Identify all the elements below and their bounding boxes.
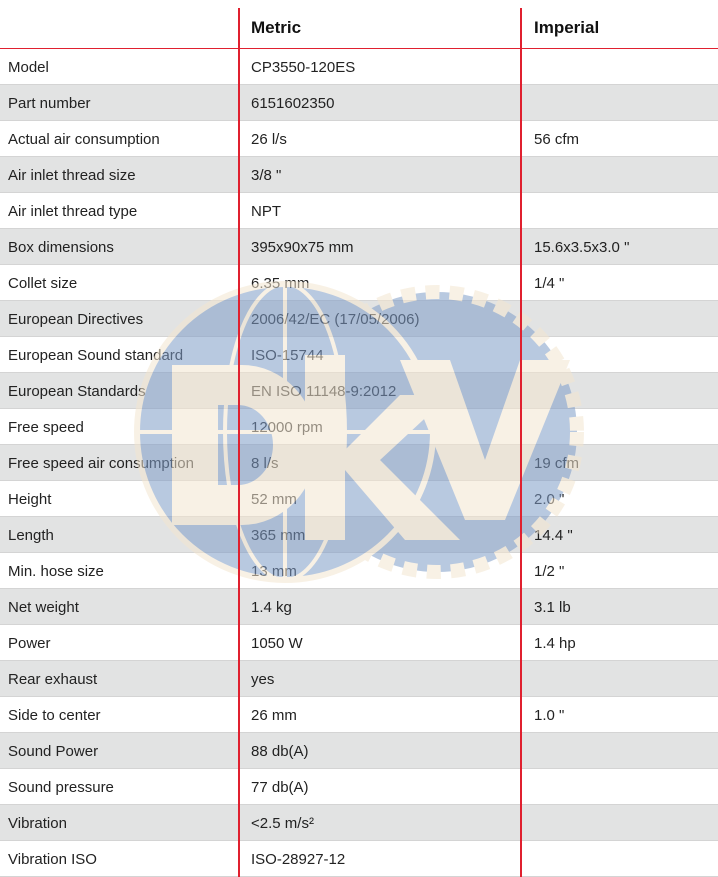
imperial-value: 2.0 " — [534, 491, 565, 508]
metric-value: 88 db(A) — [251, 743, 309, 760]
row-label: Net weight — [8, 599, 79, 616]
metric-value: 2006/42/EC (17/05/2006) — [251, 311, 420, 328]
spec-table: Model CP3550-120ES Part number 6151602350 Ac… — [0, 49, 718, 877]
header-metric: Metric — [251, 18, 302, 37]
table-row: Air inlet thread type NPT — [0, 193, 718, 229]
table-row: European Directives 2006/42/EC (17/05/200… — [0, 301, 718, 337]
metric-value: 77 db(A) — [251, 779, 309, 796]
metric-value: ISO-28927-12 — [251, 851, 346, 868]
row-label: Actual air consumption — [8, 131, 160, 148]
metric-value: 6.35 mm — [251, 275, 310, 292]
table-row: Free speed 12000 rpm — [0, 409, 718, 445]
row-label: Box dimensions — [8, 239, 114, 256]
table-row: Min. hose size 13 mm 1/2 " — [0, 553, 718, 589]
row-label: Power — [8, 635, 51, 652]
metric-value: 6151602350 — [251, 95, 335, 112]
metric-value: EN ISO 11148-9:2012 — [251, 383, 397, 400]
metric-value: 8 l/s — [251, 455, 279, 472]
metric-value: <2.5 m/s² — [251, 815, 314, 832]
table-row: Actual air consumption 26 l/s 56 cfm — [0, 121, 718, 157]
table-row: Side to center 26 mm 1.0 " — [0, 697, 718, 733]
metric-value: 365 mm — [251, 527, 306, 544]
imperial-value: 19 cfm — [534, 455, 580, 472]
metric-value: 12000 rpm — [251, 419, 323, 436]
row-label: Air inlet thread type — [8, 203, 138, 220]
metric-value: 26 mm — [251, 707, 297, 724]
table-row: European Sound standard ISO-15744 — [0, 337, 718, 373]
metric-value: 13 mm — [251, 563, 297, 580]
metric-value: 1.4 kg — [251, 599, 292, 616]
imperial-value: 1/4 " — [534, 275, 565, 292]
column-divider — [520, 8, 522, 877]
metric-value: 1050 W — [251, 635, 303, 652]
metric-value: yes — [251, 671, 275, 688]
row-label: Vibration ISO — [8, 851, 97, 868]
table-row: Air inlet thread size 3/8 " — [0, 157, 718, 193]
row-label: European Directives — [8, 311, 144, 328]
metric-value: ISO-15744 — [251, 347, 324, 364]
row-label: Free speed — [8, 419, 84, 436]
table-row: Collet size 6.35 mm 1/4 " — [0, 265, 718, 301]
imperial-value: 1.0 " — [534, 707, 565, 724]
imperial-value: 3.1 lb — [534, 599, 571, 616]
table-row: Box dimensions 395x90x75 mm 15.6x3.5x3.0 " — [0, 229, 718, 265]
row-label: Free speed air consumption — [8, 455, 194, 472]
table-row: Power 1050 W 1.4 hp — [0, 625, 718, 661]
table-row: Vibration ISO ISO-28927-12 — [0, 841, 718, 877]
metric-value: 26 l/s — [251, 131, 287, 148]
row-label: Length — [8, 527, 54, 544]
row-label: Vibration — [8, 815, 67, 832]
metric-value: 3/8 " — [251, 167, 282, 184]
row-label: European Standards — [8, 383, 146, 400]
table-row: Net weight 1.4 kg 3.1 lb — [0, 589, 718, 625]
table-row: Length 365 mm 14.4 " — [0, 517, 718, 553]
row-label: Side to center — [8, 707, 101, 724]
row-label: Height — [8, 491, 52, 508]
row-label: Part number — [8, 95, 91, 112]
table-row: Height 52 mm 2.0 " — [0, 481, 718, 517]
row-label: Air inlet thread size — [8, 167, 136, 184]
imperial-value: 1.4 hp — [534, 635, 576, 652]
row-label: European Sound standard — [8, 347, 184, 364]
metric-value: NPT — [251, 203, 281, 220]
table-header: Metric Imperial — [0, 0, 718, 49]
metric-value: 52 mm — [251, 491, 297, 508]
table-row: Free speed air consumption 8 l/s 19 cfm — [0, 445, 718, 481]
metric-value: CP3550-120ES — [251, 59, 356, 76]
table-row: Vibration <2.5 m/s² — [0, 805, 718, 841]
imperial-value: 14.4 " — [534, 527, 573, 544]
table-row: Sound Power 88 db(A) — [0, 733, 718, 769]
metric-value: 395x90x75 mm — [251, 239, 354, 256]
imperial-value: 1/2 " — [534, 563, 565, 580]
imperial-value: 56 cfm — [534, 131, 580, 148]
header-imperial: Imperial — [534, 18, 600, 37]
table-row: Part number 6151602350 — [0, 85, 718, 121]
row-label: Min. hose size — [8, 563, 104, 580]
row-label: Model — [8, 59, 49, 76]
row-label: Sound Power — [8, 743, 99, 760]
row-label: Sound pressure — [8, 779, 114, 796]
table-row: European Standards EN ISO 11148-9:2012 — [0, 373, 718, 409]
table-row: Sound pressure 77 db(A) — [0, 769, 718, 805]
table-row: Model CP3550-120ES — [0, 49, 718, 85]
row-label: Rear exhaust — [8, 671, 98, 688]
column-divider — [238, 8, 240, 877]
table-row: Rear exhaust yes — [0, 661, 718, 697]
row-label: Collet size — [8, 275, 78, 292]
imperial-value: 15.6x3.5x3.0 " — [534, 239, 630, 256]
